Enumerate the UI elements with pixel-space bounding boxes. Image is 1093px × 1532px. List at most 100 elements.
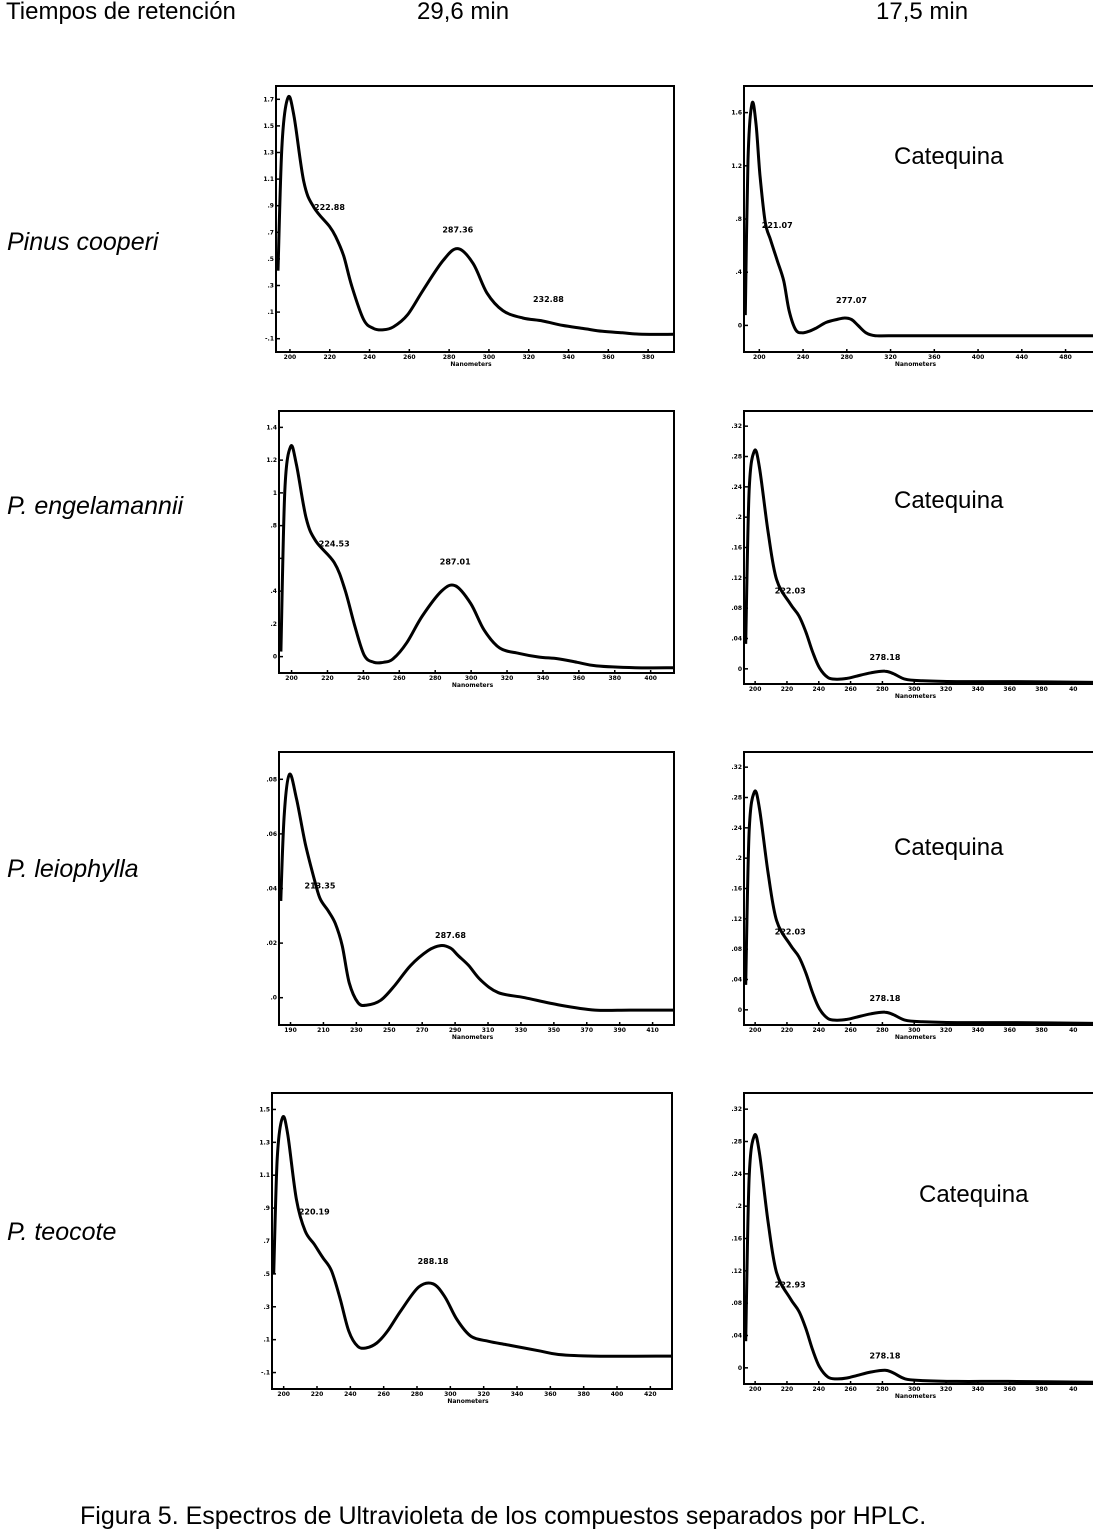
y-tick-label: .08 xyxy=(731,946,742,953)
peak-wavelength-label: 213.35 xyxy=(305,882,336,891)
species-label-p-engelamannii: P. engelamannii xyxy=(7,492,184,520)
y-tick-label: 0 xyxy=(738,1365,742,1372)
peak-wavelength-label: 278.18 xyxy=(870,994,901,1003)
plot-frame xyxy=(278,751,675,1026)
y-tick-label: 0 xyxy=(738,1007,742,1014)
x-tick-label: 220 xyxy=(321,675,334,682)
x-tick-label: 380 xyxy=(1035,1027,1048,1034)
y-tick-label: .28 xyxy=(731,454,742,461)
x-tick-label: 360 xyxy=(1003,1027,1016,1034)
y-tick-label: .8 xyxy=(271,523,277,530)
y-tick-label: 0 xyxy=(738,322,742,329)
y-tick-label: .16 xyxy=(731,545,742,552)
y-tick-label: .32 xyxy=(731,764,742,771)
peak-wavelength-label: 224.53 xyxy=(319,539,350,548)
x-axis-label: Nanometers xyxy=(450,361,492,368)
x-tick-label: 330 xyxy=(515,1027,528,1034)
x-tick-label: 280 xyxy=(841,354,854,361)
x-tick-label: 350 xyxy=(548,1027,561,1034)
retention-times-label: Tiempos de retención xyxy=(6,0,236,25)
x-tick-label: 360 xyxy=(928,354,941,361)
peak-wavelength-label: 277.07 xyxy=(836,296,867,305)
y-tick-label: 1.5 xyxy=(263,123,274,130)
x-tick-label: 320 xyxy=(501,675,514,682)
x-tick-label: 200 xyxy=(749,1027,762,1034)
x-tick-label: 340 xyxy=(537,675,550,682)
peak-wavelength-label: 288.18 xyxy=(418,1257,449,1266)
y-tick-label: .06 xyxy=(266,831,277,838)
x-tick-label: 320 xyxy=(477,1391,490,1398)
spectrum-curve xyxy=(744,1133,1093,1384)
x-tick-label: 220 xyxy=(781,1386,794,1393)
y-tick-label: .08 xyxy=(731,1300,742,1307)
plot-frame xyxy=(743,1092,1093,1385)
x-tick-label: 240 xyxy=(363,354,376,361)
x-tick-label: 240 xyxy=(813,686,826,693)
plot-frame xyxy=(743,751,1093,1026)
x-tick-label: 200 xyxy=(753,354,766,361)
y-tick-label: 1.6 xyxy=(731,110,742,117)
spectrum-curve xyxy=(744,448,1093,684)
plot-frame xyxy=(278,410,675,674)
y-tick-label: .28 xyxy=(731,1139,742,1146)
uv-spectrum-chart-5: .0 .02 .04 .06 .08 190 210 230 250 270 290 310 330 35… xyxy=(266,751,675,1041)
x-tick-label: 340 xyxy=(972,1386,985,1393)
y-tick-label: .02 xyxy=(266,940,277,947)
x-tick-label: 250 xyxy=(383,1027,396,1034)
x-tick-label: 280 xyxy=(876,1027,889,1034)
x-tick-label: 320 xyxy=(940,686,953,693)
x-tick-label: 220 xyxy=(311,1391,324,1398)
uv-spectrum-chart-8: 0 .04 .08 .12 .16 .2 .24 .28 .32 200 220 240 260 280 3… xyxy=(731,1092,1093,1400)
spectrum-curve xyxy=(279,772,674,1012)
plot-frame xyxy=(743,410,1093,685)
x-tick-label: 40 xyxy=(1069,1386,1077,1393)
y-tick-label: 1.3 xyxy=(263,150,274,157)
y-tick-label: .32 xyxy=(731,423,742,430)
x-tick-label: 360 xyxy=(1003,1386,1016,1393)
x-tick-label: 380 xyxy=(577,1391,590,1398)
x-tick-label: 220 xyxy=(781,686,794,693)
x-tick-label: 380 xyxy=(642,354,655,361)
x-tick-label: 280 xyxy=(443,354,456,361)
y-tick-label: .5 xyxy=(268,256,274,263)
x-tick-label: 210 xyxy=(317,1027,330,1034)
x-tick-label: 390 xyxy=(613,1027,626,1034)
uv-spectrum-chart-3: 0 .2 .4 .8 1 1.2 1.4 200 220 240 260 280 300 320 340 36… xyxy=(266,410,675,689)
peak-wavelength-label: 222.93 xyxy=(775,1280,806,1289)
x-axis-label: Nanometers xyxy=(452,1034,494,1041)
y-tick-label: .2 xyxy=(736,1203,742,1210)
y-tick-label: .4 xyxy=(736,269,742,276)
uv-spectrum-chart-7: -.1 .1 .3 .5 .7 .9 1.1 1.3 1.5 200 220 240 260 280 300… xyxy=(259,1092,673,1405)
spectrum-curve xyxy=(744,789,1093,1025)
retention-time-2: 17,5 min xyxy=(876,0,969,25)
x-tick-label: 440 xyxy=(1016,354,1029,361)
compound-label: Catequina xyxy=(919,1181,1029,1208)
y-tick-label: .9 xyxy=(264,1205,270,1212)
x-axis-label: Nanometers xyxy=(895,361,937,368)
y-tick-label: 1.5 xyxy=(259,1106,270,1113)
x-tick-label: 300 xyxy=(908,1027,921,1034)
x-tick-label: 400 xyxy=(644,675,657,682)
y-tick-label: .12 xyxy=(731,575,742,582)
x-tick-label: 220 xyxy=(323,354,336,361)
x-tick-label: 270 xyxy=(416,1027,429,1034)
peak-wavelength-label: 287.68 xyxy=(435,931,466,940)
y-tick-label: .0 xyxy=(271,995,277,1002)
x-tick-label: 280 xyxy=(876,686,889,693)
x-tick-label: 240 xyxy=(797,354,810,361)
x-tick-label: 320 xyxy=(522,354,535,361)
plot-frame xyxy=(275,85,675,353)
y-tick-label: .1 xyxy=(268,309,274,316)
peak-wavelength-label: 221.07 xyxy=(762,221,793,230)
y-tick-label: .4 xyxy=(271,588,277,595)
x-tick-label: 200 xyxy=(749,1386,762,1393)
x-tick-label: 300 xyxy=(483,354,496,361)
figure-caption: Figura 5. Espectros de Ultravioleta de l… xyxy=(80,1502,927,1530)
x-tick-label: 360 xyxy=(573,675,586,682)
compound-label: Catequina xyxy=(894,834,1004,861)
x-tick-label: 480 xyxy=(1059,354,1072,361)
compound-label: Catequina xyxy=(894,487,1004,514)
x-tick-label: 340 xyxy=(511,1391,524,1398)
x-tick-label: 240 xyxy=(344,1391,357,1398)
y-tick-label: .2 xyxy=(736,855,742,862)
